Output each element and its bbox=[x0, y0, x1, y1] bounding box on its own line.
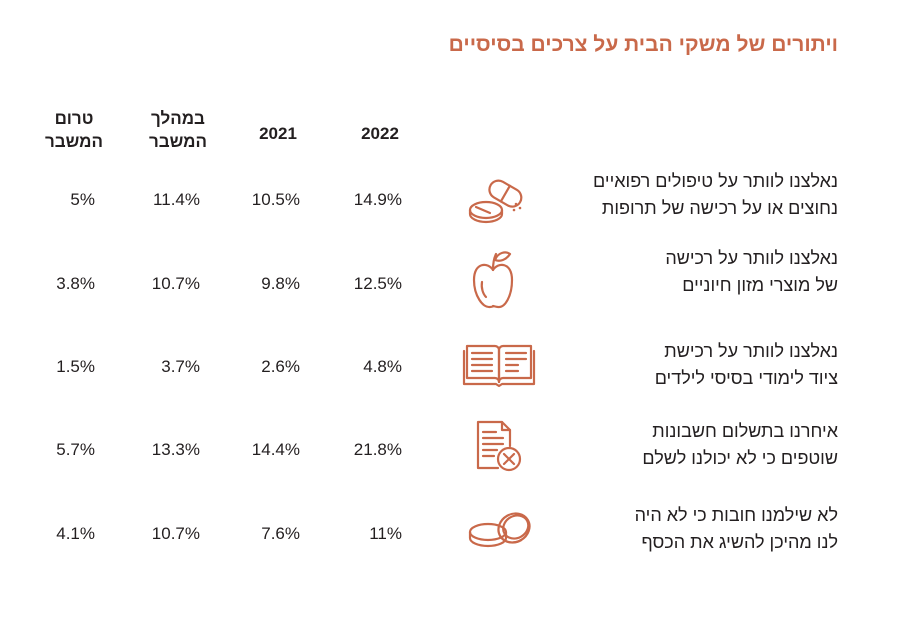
value-2021-medical: 10.5% bbox=[251, 190, 300, 209]
row-description-school: נאלצנו לוותר על רכישת ציוד לימודי בסיסי … bbox=[538, 338, 838, 392]
column-header-2021: 2021 bbox=[259, 124, 297, 143]
row-description-line2: נחוצים או על רכישה של תרופות bbox=[601, 198, 838, 218]
value-during-crisis-medical: 11.4% bbox=[153, 190, 200, 209]
row-description-line1: לא שילמנו חובות כי לא היה bbox=[634, 505, 838, 525]
row-description-line1: איחרנו בתשלום חשבונות bbox=[652, 421, 838, 441]
apple-icon bbox=[468, 248, 518, 312]
value-2022-bills: 21.8% bbox=[353, 440, 402, 459]
value-2021-school: 2.6% bbox=[261, 357, 300, 376]
row-description-debts: לא שילמנו חובות כי לא היה לנו מהיכן להשי… bbox=[538, 502, 838, 556]
column-header-2022: 2022 bbox=[361, 124, 399, 143]
row-description-bills: איחרנו בתשלום חשבונות שוטפים כי לא יכולנ… bbox=[538, 418, 838, 472]
value-before-crisis-food: 3.8% bbox=[56, 274, 95, 293]
row-description-line2: של מוצרי מזון חיוניים bbox=[682, 275, 838, 295]
pills-icon bbox=[464, 170, 530, 224]
row-description-line2: ציוד לימודי בסיסי לילדים bbox=[654, 368, 838, 388]
open-book-icon bbox=[461, 338, 537, 388]
value-2021-bills: 14.4% bbox=[251, 440, 300, 459]
cancelled-bill-icon bbox=[470, 416, 526, 476]
column-header-before-line1: טרום bbox=[54, 109, 94, 128]
column-header-during-crisis: במהלך המשבר bbox=[138, 107, 218, 153]
coins-icon bbox=[464, 504, 536, 554]
column-header-before-line2: המשבר bbox=[44, 132, 104, 151]
row-description-line1: נאלצנו לוותר על טיפולים רפואיים bbox=[593, 171, 838, 191]
value-2022-debts: 11% bbox=[369, 524, 402, 543]
value-2022-school: 4.8% bbox=[363, 357, 402, 376]
row-description-line2: לנו מהיכן להשיג את הכסף bbox=[641, 532, 838, 552]
value-2022-food: 12.5% bbox=[353, 274, 402, 293]
row-description-medical: נאלצנו לוותר על טיפולים רפואיים נחוצים א… bbox=[538, 168, 838, 222]
column-header-before-crisis: טרום המשבר bbox=[34, 107, 114, 153]
column-header-during-line1: במהלך bbox=[151, 109, 205, 128]
value-before-crisis-bills: 5.7% bbox=[56, 440, 95, 459]
value-during-crisis-food: 10.7% bbox=[151, 274, 200, 293]
value-2021-food: 9.8% bbox=[261, 274, 300, 293]
value-before-crisis-debts: 4.1% bbox=[56, 524, 95, 543]
value-before-crisis-medical: 5% bbox=[70, 190, 95, 209]
row-description-line1: נאלצנו לוותר על רכישה bbox=[665, 248, 838, 268]
value-before-crisis-school: 1.5% bbox=[56, 357, 95, 376]
row-description-line1: נאלצנו לוותר על רכישת bbox=[664, 341, 838, 361]
value-during-crisis-bills: 13.3% bbox=[151, 440, 200, 459]
value-during-crisis-debts: 10.7% bbox=[151, 524, 200, 543]
value-during-crisis-school: 3.7% bbox=[161, 357, 200, 376]
value-2021-debts: 7.6% bbox=[261, 524, 300, 543]
row-description-food: נאלצנו לוותר על רכישה של מוצרי מזון חיונ… bbox=[538, 245, 838, 299]
column-header-during-line2: המשבר bbox=[148, 132, 208, 151]
chart-title: ויתורים של משקי הבית על צרכים בסיסיים bbox=[448, 33, 838, 56]
value-2022-medical: 14.9% bbox=[353, 190, 402, 209]
row-description-line2: שוטפים כי לא יכולנו לשלם bbox=[642, 448, 838, 468]
